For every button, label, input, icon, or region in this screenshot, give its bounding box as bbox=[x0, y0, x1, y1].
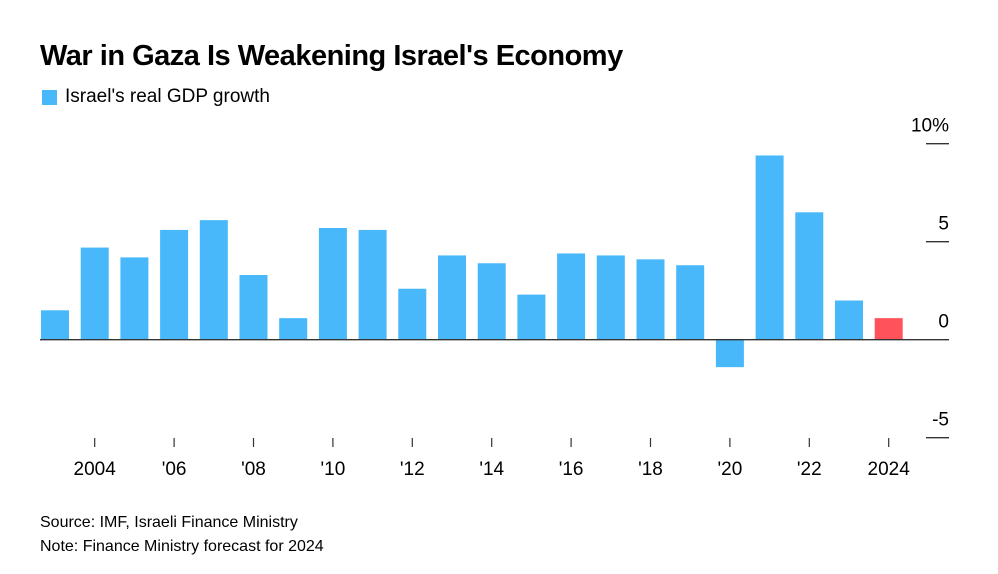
bar-2008 bbox=[239, 275, 268, 340]
x-tick-label: 2024 bbox=[868, 459, 911, 480]
bar-2016 bbox=[557, 253, 586, 340]
bar-2021 bbox=[755, 155, 784, 340]
x-tick-label: '10 bbox=[321, 459, 346, 480]
x-tick-label: '16 bbox=[559, 459, 584, 480]
bar-2006 bbox=[160, 229, 189, 340]
legend-swatch bbox=[42, 89, 57, 105]
bar-2005 bbox=[120, 257, 149, 340]
chart-title: War in Gaza Is Weakening Israel's Econom… bbox=[40, 40, 623, 72]
x-tick-label: '20 bbox=[718, 459, 743, 480]
x-tick-label: '18 bbox=[638, 459, 663, 480]
bar-2019 bbox=[676, 265, 705, 340]
y-tick-label: 10% bbox=[911, 116, 949, 137]
x-tick-label: '14 bbox=[479, 459, 504, 480]
y-tick-label: 5 bbox=[938, 214, 949, 235]
bar-2018 bbox=[636, 259, 665, 340]
note-text: Note: Finance Ministry forecast for 2024 bbox=[40, 538, 324, 555]
bar-2022 bbox=[795, 212, 824, 340]
bar-2009 bbox=[279, 318, 308, 340]
y-tick-label: 0 bbox=[938, 312, 949, 333]
bar-2011 bbox=[358, 229, 387, 340]
x-tick-label: '08 bbox=[241, 459, 266, 480]
bar-2003 bbox=[41, 310, 69, 340]
x-tick-label: '22 bbox=[797, 459, 822, 480]
x-tick-label: '12 bbox=[400, 459, 425, 480]
source-text: Source: IMF, Israeli Finance Ministry bbox=[40, 514, 298, 531]
x-tick-label: 2004 bbox=[74, 459, 117, 480]
bar-2023 bbox=[835, 300, 863, 340]
y-tick-label: -5 bbox=[932, 410, 949, 431]
x-tick-label: '06 bbox=[162, 459, 187, 480]
bar-2012 bbox=[398, 288, 427, 340]
bar-2007 bbox=[199, 220, 228, 340]
bar-2014 bbox=[477, 263, 506, 340]
bar-2010 bbox=[318, 227, 347, 340]
bar-2013 bbox=[438, 255, 466, 340]
bar-2024 bbox=[874, 318, 903, 340]
bar-2020 bbox=[715, 339, 744, 368]
bar-2017 bbox=[596, 255, 625, 340]
legend: Israel's real GDP growth bbox=[42, 86, 270, 108]
legend-label: Israel's real GDP growth bbox=[65, 86, 270, 107]
bar-2015 bbox=[517, 294, 546, 340]
bar-2004 bbox=[80, 247, 109, 340]
